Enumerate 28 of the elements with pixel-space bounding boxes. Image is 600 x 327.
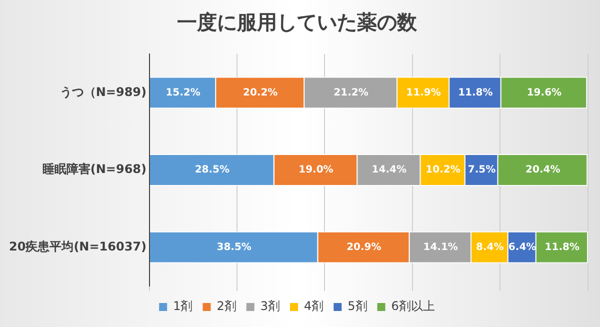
legend-label: 6剤以上: [391, 299, 435, 314]
data-label: 14.1%: [423, 242, 458, 253]
data-label: 20.9%: [346, 242, 382, 253]
y-tick-label: 睡眠障害(N=968): [42, 162, 147, 176]
y-tick-label: うつ（N=989): [60, 84, 147, 99]
legend-label: 2剤: [216, 299, 236, 314]
data-label: 11.8%: [458, 87, 493, 98]
data-label: 15.2%: [166, 87, 200, 98]
data-label: 10.2%: [426, 164, 460, 176]
data-label: 28.5%: [194, 164, 230, 176]
data-label: 19.0%: [298, 164, 334, 176]
data-label: 11.8%: [544, 242, 580, 253]
data-label: 38.5%: [216, 242, 252, 253]
data-label: 6.4%: [508, 242, 536, 253]
data-label: 20.4%: [526, 164, 560, 176]
data-label: 20.2%: [242, 87, 278, 98]
data-label: 8.4%: [476, 242, 504, 253]
data-label: 11.9%: [406, 87, 441, 98]
legend-label: 1剤: [173, 299, 193, 314]
chart-title: 一度に服用していた薬の数: [177, 10, 418, 34]
y-tick-label: 20疾患平均(N=16037): [9, 239, 147, 254]
data-label: 19.6%: [526, 87, 562, 98]
data-label: 7.5%: [468, 164, 496, 176]
legend-label: 3剤: [260, 299, 280, 314]
legend-label: 4剤: [304, 299, 324, 314]
data-label: 21.2%: [334, 87, 368, 98]
legend-label: 5剤: [348, 299, 368, 314]
data-label: 14.4%: [372, 164, 406, 176]
